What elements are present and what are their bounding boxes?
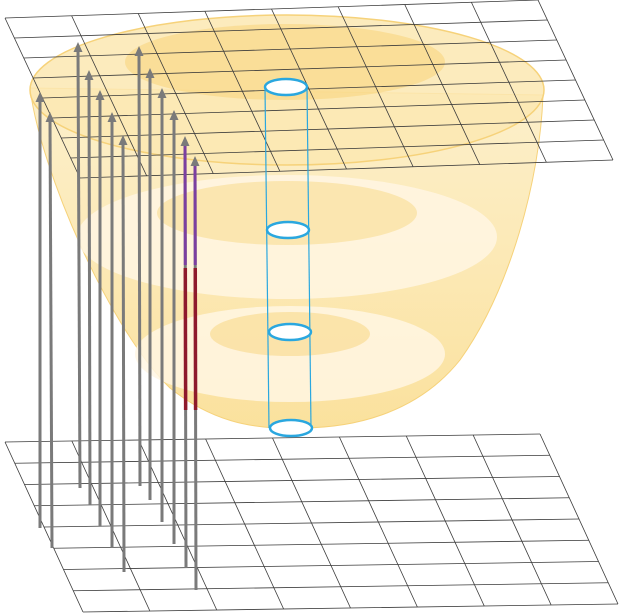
grid-line	[82, 603, 619, 613]
rays-group	[35, 42, 200, 591]
grid-line	[14, 19, 548, 39]
column-sample-disk	[268, 418, 314, 438]
grid-line	[4, 433, 541, 443]
ray-arrowhead	[35, 92, 45, 102]
ray	[45, 112, 55, 549]
sample-column	[263, 77, 314, 438]
ray-arrowhead	[45, 112, 55, 122]
ray	[145, 68, 155, 500]
ray	[84, 70, 94, 506]
ray	[134, 46, 144, 487]
ray	[118, 135, 128, 573]
ray-shaft	[48, 119, 54, 549]
ray-arrowhead	[145, 68, 155, 78]
column-left-edge	[264, 86, 270, 429]
column-right-edge	[306, 86, 312, 429]
ray-arrowhead	[84, 70, 94, 80]
ray	[95, 90, 105, 526]
ray-arrowhead	[107, 112, 117, 122]
ray-arrowhead	[134, 46, 144, 56]
volume-top-inner-slice	[125, 24, 445, 100]
grid-line	[43, 518, 580, 528]
column-sample-disk	[265, 220, 311, 240]
grid-line	[24, 476, 560, 485]
grid-line	[14, 454, 550, 464]
ray	[107, 112, 117, 548]
ray	[73, 42, 83, 489]
ray	[190, 156, 200, 591]
grid-line	[51, 99, 585, 119]
ray	[180, 136, 190, 569]
grid-line	[23, 39, 557, 59]
ray-arrowhead	[73, 42, 83, 52]
ray	[35, 92, 45, 528]
ray	[157, 88, 167, 522]
column-sample-disk	[263, 77, 309, 97]
ray-arrowhead	[190, 156, 200, 166]
ray	[169, 110, 179, 544]
grid-line	[4, 0, 539, 19]
volume-middle-inner-slice	[157, 181, 417, 245]
grid-line	[42, 79, 576, 99]
ray-shaft	[121, 142, 126, 573]
ray-arrowhead	[118, 135, 128, 145]
ray-arrowhead	[180, 136, 190, 146]
ray-arrowhead	[95, 90, 105, 100]
grid-line	[33, 59, 567, 79]
grid-line	[34, 497, 570, 507]
ray-arrowhead	[169, 110, 179, 120]
ray-shaft	[76, 49, 82, 489]
grid-line	[63, 561, 599, 570]
grid-line	[53, 539, 589, 549]
grid-line	[70, 139, 604, 159]
ray-shaft	[87, 77, 92, 506]
grid-line	[79, 159, 614, 179]
bottom-grid-plane	[4, 433, 619, 613]
ray-arrowhead	[157, 88, 167, 98]
grid-line	[73, 582, 609, 592]
ray-shaft	[137, 53, 142, 487]
column-sample-disk	[267, 322, 313, 342]
